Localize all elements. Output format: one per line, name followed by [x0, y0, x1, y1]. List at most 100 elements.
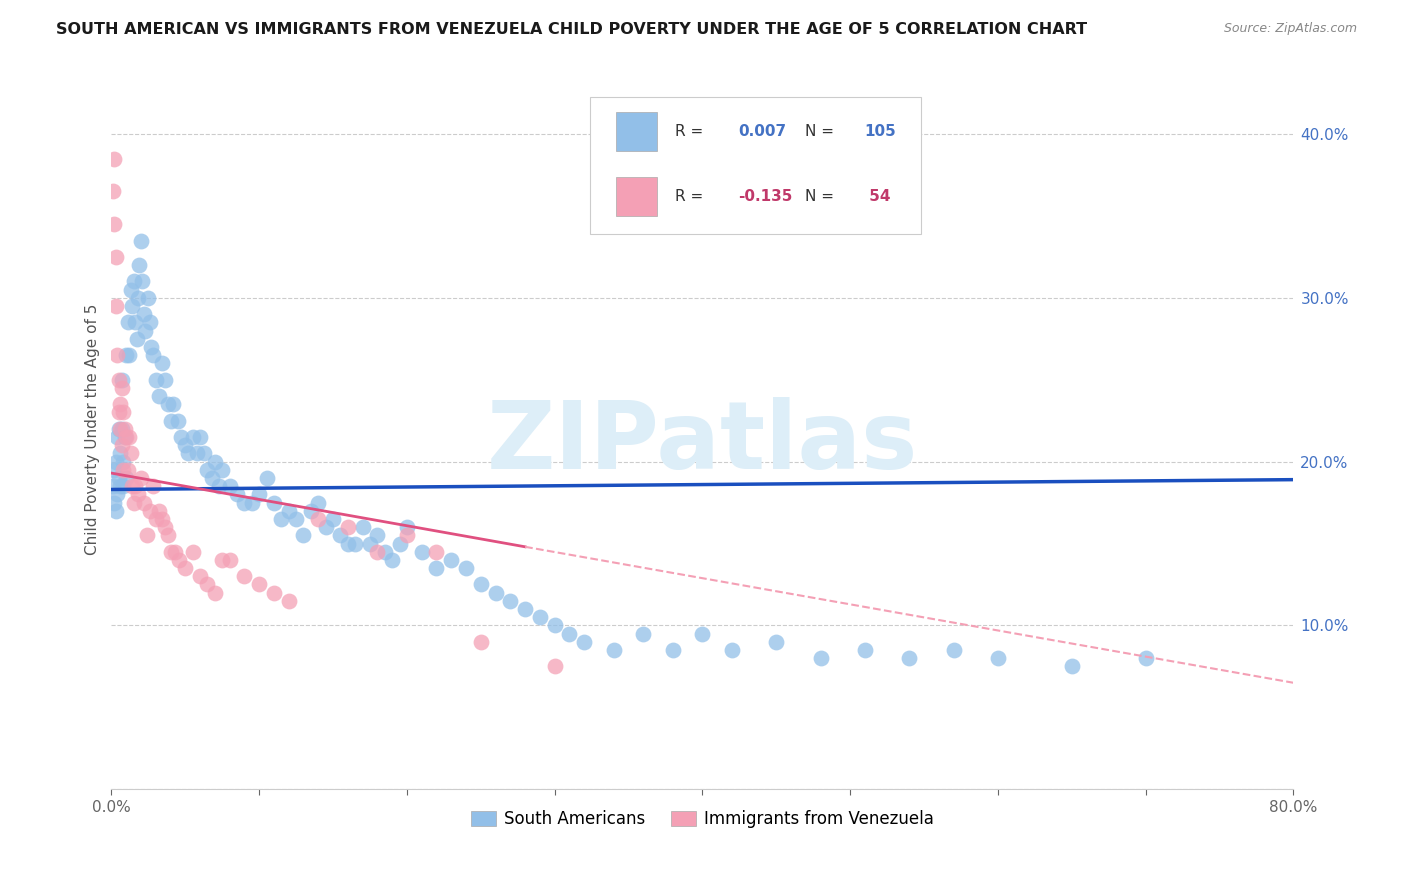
Point — [111, 373, 134, 387]
Point — [204, 585, 226, 599]
Point — [277, 504, 299, 518]
Point — [233, 495, 256, 509]
Text: 0.007: 0.007 — [738, 124, 786, 139]
Point — [169, 553, 191, 567]
Point — [107, 471, 129, 485]
Y-axis label: Child Poverty Under the Age of 5: Child Poverty Under the Age of 5 — [86, 303, 100, 555]
Point — [395, 528, 418, 542]
Point — [139, 315, 162, 329]
Point — [197, 577, 219, 591]
Point — [107, 373, 129, 387]
Point — [112, 463, 135, 477]
Point — [662, 643, 685, 657]
Text: R =: R = — [675, 124, 709, 139]
Point — [558, 626, 581, 640]
Text: Source: ZipAtlas.com: Source: ZipAtlas.com — [1223, 22, 1357, 36]
Point — [299, 504, 322, 518]
Point — [142, 479, 165, 493]
Point — [110, 446, 132, 460]
Legend: South Americans, Immigrants from Venezuela: South Americans, Immigrants from Venezue… — [464, 804, 941, 835]
Point — [470, 635, 492, 649]
Point — [107, 405, 129, 419]
Point — [344, 536, 367, 550]
Point — [103, 463, 125, 477]
Point — [181, 430, 204, 444]
Point — [148, 389, 170, 403]
Point — [107, 422, 129, 436]
Point — [329, 528, 352, 542]
Point — [765, 635, 787, 649]
Point — [292, 528, 315, 542]
Point — [226, 487, 249, 501]
Point — [543, 659, 565, 673]
Point — [395, 520, 418, 534]
Point — [159, 414, 181, 428]
FancyBboxPatch shape — [616, 177, 658, 216]
Point — [263, 585, 285, 599]
Point — [315, 520, 337, 534]
Point — [148, 504, 170, 518]
Point — [132, 307, 155, 321]
Point — [104, 455, 127, 469]
Point — [121, 299, 143, 313]
Point — [942, 643, 965, 657]
Point — [1060, 659, 1083, 673]
Point — [162, 397, 184, 411]
Point — [513, 602, 536, 616]
Point — [111, 381, 134, 395]
Point — [145, 512, 167, 526]
Point — [388, 536, 411, 550]
Point — [307, 495, 329, 509]
Point — [104, 299, 127, 313]
Point — [114, 422, 136, 436]
Point — [150, 356, 173, 370]
Point — [336, 536, 359, 550]
Point — [111, 438, 134, 452]
Point — [110, 422, 132, 436]
Point — [484, 585, 506, 599]
Point — [167, 414, 190, 428]
Point — [277, 594, 299, 608]
Point — [201, 471, 224, 485]
Point — [211, 553, 233, 567]
Point — [177, 446, 200, 460]
Point — [240, 495, 263, 509]
Point — [352, 520, 374, 534]
Point — [1135, 651, 1157, 665]
Point — [247, 487, 270, 501]
Point — [218, 553, 240, 567]
Point — [247, 577, 270, 591]
Point — [156, 397, 179, 411]
Point — [112, 455, 135, 469]
Point — [270, 512, 292, 526]
Point — [204, 455, 226, 469]
Point — [127, 487, 149, 501]
Point — [128, 258, 150, 272]
Text: N =: N = — [806, 124, 839, 139]
Point — [145, 373, 167, 387]
Text: -0.135: -0.135 — [738, 189, 792, 204]
Point — [470, 577, 492, 591]
Text: SOUTH AMERICAN VS IMMIGRANTS FROM VENEZUELA CHILD POVERTY UNDER THE AGE OF 5 COR: SOUTH AMERICAN VS IMMIGRANTS FROM VENEZU… — [56, 22, 1087, 37]
Point — [603, 643, 626, 657]
Point — [135, 528, 157, 542]
Point — [124, 315, 146, 329]
Point — [336, 520, 359, 534]
Point — [132, 495, 155, 509]
Point — [114, 430, 136, 444]
Point — [120, 283, 142, 297]
Point — [115, 471, 138, 485]
Point — [104, 504, 127, 518]
Point — [425, 545, 447, 559]
Text: 54: 54 — [865, 189, 891, 204]
Point — [121, 479, 143, 493]
Point — [322, 512, 344, 526]
Point — [359, 536, 381, 550]
Point — [853, 643, 876, 657]
Point — [174, 438, 197, 452]
Point — [131, 275, 153, 289]
Point — [118, 430, 141, 444]
Point — [374, 545, 396, 559]
FancyBboxPatch shape — [616, 112, 658, 152]
Point — [543, 618, 565, 632]
